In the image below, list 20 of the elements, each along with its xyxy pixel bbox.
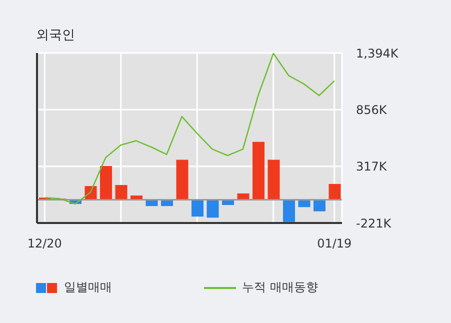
bar <box>206 200 219 218</box>
y-tick-label: 317K <box>356 160 388 174</box>
legend-label: 누적 매매동향 <box>242 279 318 296</box>
y-tick-label: 1,394K <box>356 46 400 60</box>
line-series <box>44 53 336 205</box>
bar <box>100 166 112 200</box>
bar <box>115 185 128 200</box>
y-tick-label: -221K <box>356 216 392 230</box>
bar <box>192 200 204 217</box>
bar <box>252 142 264 200</box>
x-tick-label: 01/19 <box>317 236 352 251</box>
bar <box>328 184 341 200</box>
chart-title: 외국인 <box>36 27 75 44</box>
x-tick-label: 12/20 <box>27 236 62 251</box>
legend-label: 일별매매 <box>64 279 112 296</box>
bar <box>176 160 188 200</box>
bar <box>268 160 280 200</box>
y-tick-label: 856K <box>356 102 388 117</box>
bar <box>283 200 295 222</box>
bar <box>314 200 326 212</box>
